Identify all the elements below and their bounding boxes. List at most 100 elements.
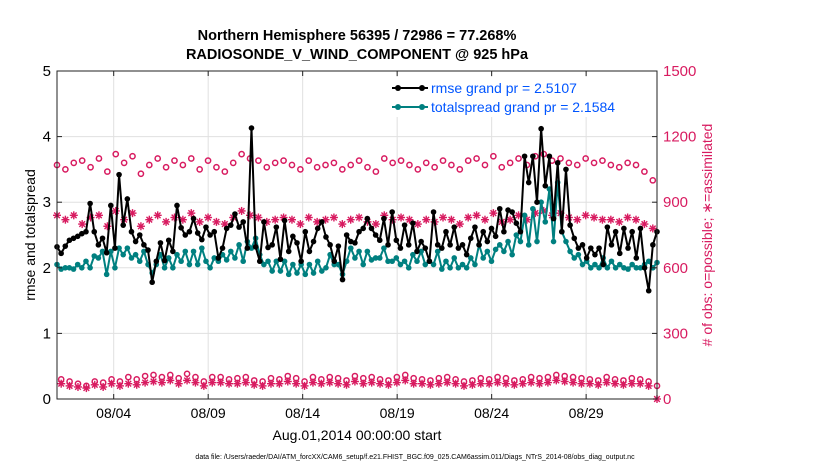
rmse-series-point xyxy=(645,287,652,294)
asterisk-stroke xyxy=(515,211,522,219)
obs-assimilated-point xyxy=(401,376,410,385)
obs-possible-point xyxy=(582,155,590,162)
asterisk-stroke xyxy=(594,381,602,389)
obs-assimilated-point xyxy=(350,377,359,386)
rmse-series-point xyxy=(501,228,507,235)
rmse-series-point xyxy=(397,245,404,251)
obs-assimilated-point xyxy=(644,381,653,390)
obs-possible-point xyxy=(364,163,371,171)
obs-assimilated-point xyxy=(141,378,150,387)
spread-series-point xyxy=(422,261,429,268)
spread-series-point xyxy=(550,238,557,245)
asterisk-stroke xyxy=(70,211,78,219)
spread-series-point xyxy=(525,242,532,248)
obs-assimilated-point xyxy=(99,382,108,391)
obs-possible-point xyxy=(414,166,422,173)
obs-assimilated-point xyxy=(308,378,317,387)
asterisk-stroke xyxy=(162,218,170,226)
obs-assimilated-point xyxy=(334,379,343,388)
spread-series-point xyxy=(70,266,77,272)
data-file-footnote: data file: /Users/raeder/DAI/ATM_forcXX/… xyxy=(195,454,635,461)
rmse-series-point xyxy=(290,233,296,240)
spread-series-point xyxy=(87,265,93,271)
chart-subtitle: RADIOSONDE_V_WIND_COMPONENT @ 925 hPa xyxy=(186,47,529,63)
obs-possible-point xyxy=(196,166,204,173)
rmse-series-point xyxy=(625,245,631,251)
rmse-series-point xyxy=(269,242,275,248)
rmse-series-point xyxy=(463,251,470,258)
rmse-series-point xyxy=(170,248,176,255)
rmse-series-point xyxy=(372,232,379,238)
obs-assimilated-point xyxy=(397,213,406,222)
asterisk-stroke xyxy=(485,380,493,388)
rmse-series-point xyxy=(542,183,549,189)
asterisk-stroke xyxy=(192,379,199,386)
legend-spread-marker-start xyxy=(395,104,401,110)
spread-series-point xyxy=(538,199,544,205)
spread-series-point xyxy=(83,258,89,265)
obs-possible-point xyxy=(162,163,170,171)
obs-possible-point xyxy=(221,168,229,175)
obs-assimilated-point xyxy=(527,378,536,387)
obs-assimilated-point xyxy=(606,215,615,224)
obs-assimilated-point xyxy=(459,381,468,390)
obs-possible-point xyxy=(590,159,598,167)
x-tick-label: 08/19 xyxy=(380,405,415,421)
spread-series-point xyxy=(199,245,205,251)
asterisk-stroke xyxy=(620,381,627,389)
obs-assimilated-point xyxy=(413,220,422,229)
rmse-series-point xyxy=(58,250,64,257)
asterisk-stroke xyxy=(133,381,141,389)
rmse-series-point xyxy=(335,243,342,249)
asterisk-stroke xyxy=(95,211,103,219)
spread-series-point xyxy=(517,238,524,245)
obs-possible-point xyxy=(464,157,472,165)
rmse-series-point xyxy=(132,238,139,245)
y-axis-right-ticks: 0 300 600 900 1200 1500 xyxy=(652,63,696,408)
asterisk-stroke xyxy=(78,220,86,228)
obs-possible-point xyxy=(255,157,262,165)
rmse-series-point xyxy=(612,228,619,235)
obs-possible-point xyxy=(179,161,187,169)
obs-possible-point xyxy=(145,161,153,169)
rmse-series-point xyxy=(368,225,375,232)
asterisk-stroke xyxy=(511,381,518,389)
obs-possible-point xyxy=(87,163,94,171)
obs-possible-point xyxy=(624,159,631,167)
obs-assimilated-point xyxy=(275,379,284,388)
rmse-series-point xyxy=(302,228,309,235)
spread-series-point xyxy=(132,251,139,258)
obs-assimilated-point xyxy=(162,217,171,226)
asterisk-stroke xyxy=(427,381,434,389)
rmse-series-point xyxy=(62,243,69,249)
asterisk-stroke xyxy=(271,216,279,224)
spread-series-point xyxy=(625,266,631,272)
obs-possible-point xyxy=(95,155,103,162)
spread-series-point xyxy=(645,258,652,265)
obs-assimilated-point xyxy=(271,215,280,224)
obs-assimilated-point xyxy=(405,215,414,224)
obs-possible-point xyxy=(62,166,69,173)
obs-assimilated-point xyxy=(246,211,255,220)
asterisk-stroke xyxy=(519,380,527,388)
rmse-series-point xyxy=(294,240,300,246)
spread-series-point xyxy=(401,258,408,265)
asterisk-stroke xyxy=(338,220,346,228)
rmse-series-point xyxy=(352,240,358,246)
obs-assimilated-point xyxy=(65,381,74,390)
asterisk-stroke xyxy=(255,214,262,221)
obs-assimilated-point xyxy=(510,380,519,389)
x-tick-label: 08/24 xyxy=(474,405,509,421)
rmse-series-point xyxy=(587,245,594,251)
asterisk-stroke xyxy=(414,220,422,228)
spread-series-point xyxy=(314,258,321,265)
asterisk-stroke xyxy=(599,216,606,224)
spread-series-point xyxy=(542,219,549,225)
asterisk-stroke xyxy=(125,380,132,388)
spread-series-point xyxy=(496,242,503,248)
rmse-series-point xyxy=(223,225,230,232)
spread-series-point xyxy=(434,248,441,255)
rmse-series-point xyxy=(331,258,338,265)
obs-possible-point xyxy=(355,157,363,165)
rmse-series-point xyxy=(74,233,81,240)
